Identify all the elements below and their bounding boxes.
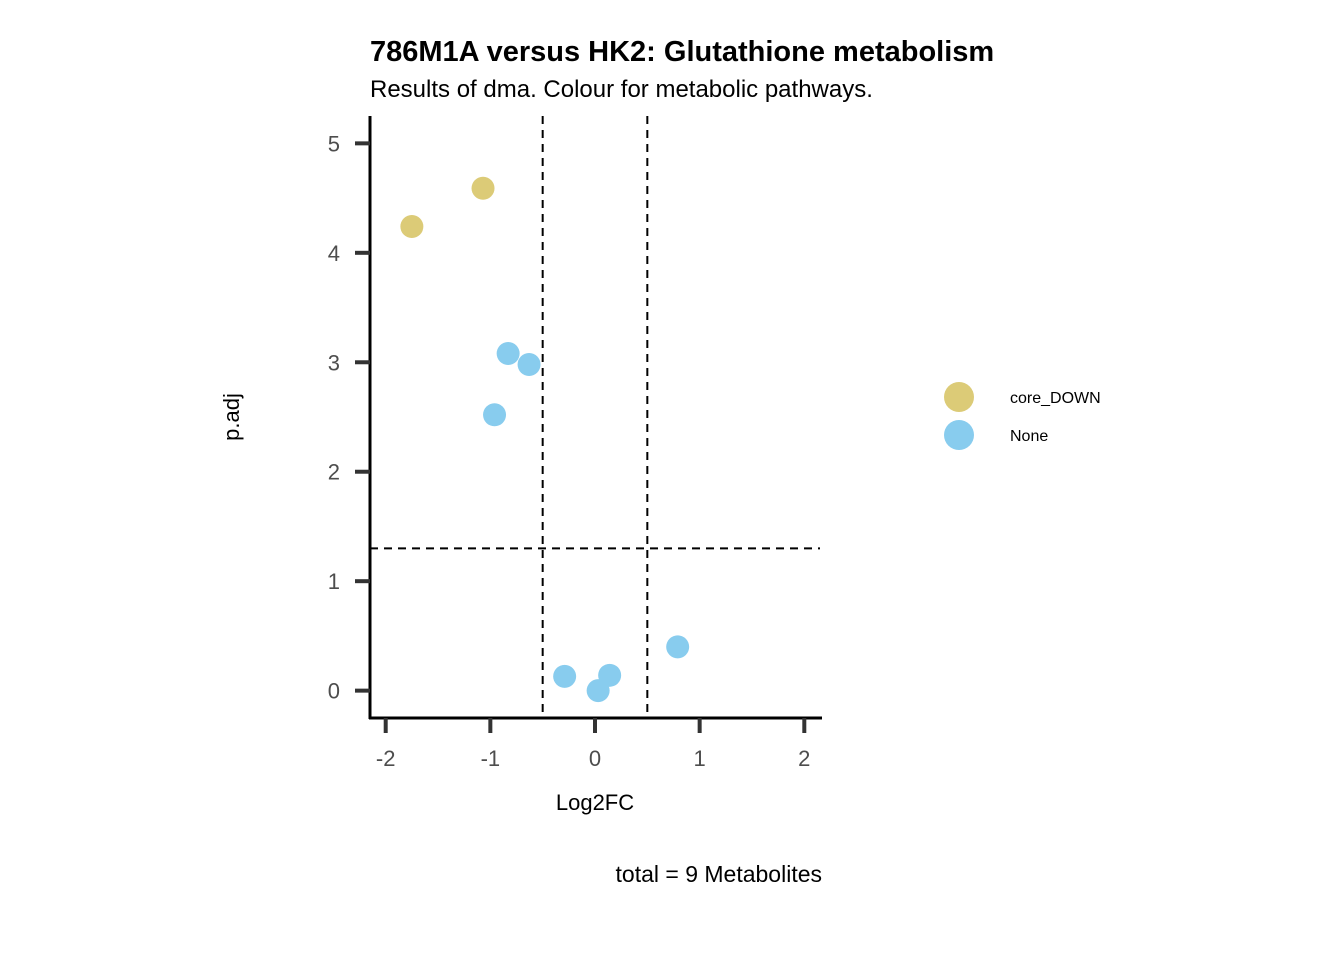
plot-area: 0 1 2 3 4 5 -2 -1 0 1 2 [328,116,822,771]
legend-key-core-down [944,382,974,412]
data-point-none [483,403,507,427]
y-tick-label: 5 [328,131,340,156]
y-axis-title: p.adj [219,393,244,441]
y-tick-label: 1 [328,569,340,594]
legend-key-none [944,420,974,450]
x-axis-title: Log2FC [556,790,634,815]
data-point-none [666,635,690,659]
data-point-core-down [400,215,424,239]
legend-label: None [1010,428,1048,445]
y-tick-label: 0 [328,679,340,704]
data-point-core-down [471,176,495,200]
x-tick-label: 1 [694,746,706,771]
chart-subtitle: Results of dma. Colour for metabolic pat… [370,76,873,103]
y-tick-label: 3 [328,350,340,375]
data-point-none [586,679,610,703]
data-point-none [553,664,577,688]
data-point-none [496,342,520,366]
chart-title: 786M1A versus HK2: Glutathione metabolis… [370,36,994,68]
data-point-none [517,352,541,376]
y-tick-label: 4 [328,241,340,266]
caption: total = 9 Metabolites [616,861,822,887]
legend: core_DOWN None [944,382,1101,450]
x-tick-label: 2 [798,746,810,771]
x-tick-label: -1 [481,746,501,771]
y-tick-label: 2 [328,460,340,485]
legend-label: core_DOWN [1010,390,1101,407]
x-tick-label: -2 [376,746,396,771]
x-tick-label: 0 [589,746,601,771]
